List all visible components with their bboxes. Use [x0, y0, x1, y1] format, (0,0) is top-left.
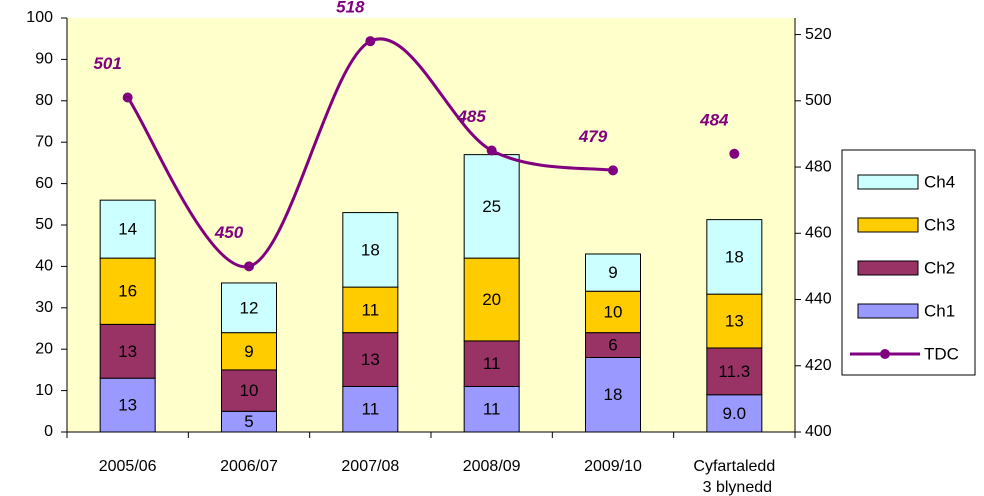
data-label: 10	[604, 302, 623, 321]
y-tick-label: 40	[35, 258, 53, 275]
data-label: 501	[93, 54, 121, 73]
bar-segment	[463, 385, 520, 433]
legend-swatch	[857, 174, 919, 190]
x-tick-label: 2008/09	[463, 458, 521, 475]
bar-segment	[99, 257, 156, 325]
bar-segment	[585, 290, 641, 334]
data-label: 13	[118, 342, 137, 361]
bar-segment	[706, 219, 763, 295]
y-tick-label: 0	[44, 423, 53, 440]
data-label: 16	[118, 282, 137, 301]
data-label: 13	[118, 396, 137, 415]
data-label: 5	[244, 412, 253, 431]
data-label: 6	[608, 336, 617, 355]
y2-tick-label: 500	[805, 92, 832, 109]
data-label: 479	[578, 127, 608, 146]
data-label: 484	[699, 110, 729, 129]
bar-segment	[706, 347, 763, 396]
bar-segment	[706, 293, 763, 349]
data-label: 18	[361, 240, 380, 259]
y-tick-label: 100	[26, 9, 53, 26]
bar-segment	[221, 369, 277, 412]
line-marker	[729, 148, 740, 159]
x-tick-label-line: 3 blynedd	[703, 479, 772, 496]
line-marker	[486, 145, 497, 156]
bar-segment	[463, 257, 520, 342]
legend-label: Ch3	[924, 215, 955, 234]
data-label: 11.3	[718, 362, 750, 381]
y-tick-label: 90	[35, 51, 53, 68]
y-tick-label: 50	[35, 216, 53, 233]
data-label: 518	[336, 0, 365, 17]
data-label: 11	[362, 400, 380, 419]
data-label: 9	[608, 263, 617, 282]
data-label: 13	[725, 312, 744, 331]
bar-segment	[585, 356, 641, 433]
bar-segment	[585, 253, 641, 292]
data-label: 9.0	[723, 404, 747, 423]
bar-segment	[342, 286, 399, 334]
data-label: 25	[482, 197, 501, 216]
y2-tick-label: 460	[805, 224, 832, 241]
y-tick-label: 80	[35, 92, 53, 109]
x-tick-label: 2006/07	[220, 458, 278, 475]
x-tick-label: 2007/08	[341, 458, 399, 475]
legend-label: Ch1	[924, 301, 955, 320]
x-tick-label: 2009/10	[584, 458, 642, 475]
data-label: 13	[361, 350, 380, 369]
bar-segment	[585, 332, 641, 358]
legend-swatch	[857, 303, 919, 319]
bar-segment	[221, 282, 277, 334]
line-marker	[608, 165, 618, 176]
legend-swatch	[857, 260, 919, 276]
line	[126, 37, 614, 268]
y-tick-label: 60	[35, 175, 53, 192]
x-tick-label: Cyfartaledd 3 blynedd	[693, 458, 775, 496]
y-tick-label: 10	[35, 382, 53, 399]
data-label: 450	[214, 223, 244, 242]
bar-segment	[99, 377, 156, 433]
x-tick-label-line: Cyfartaledd	[693, 458, 775, 475]
bar-segment	[99, 323, 156, 379]
data-label: 11	[483, 354, 501, 373]
y-tick-label: 20	[35, 340, 53, 357]
y2-tick-label: 440	[805, 291, 832, 308]
legend-marker	[880, 349, 890, 359]
bar-segment	[342, 212, 399, 288]
data-label: 485	[456, 107, 486, 126]
y2-tick-label: 400	[805, 423, 832, 440]
line-marker	[365, 36, 376, 47]
y-tick-label: 30	[35, 299, 53, 316]
y-tick-label: 70	[35, 133, 53, 150]
bar-segment	[463, 340, 520, 387]
data-label: 11	[362, 300, 380, 319]
legend-label: TDC	[924, 344, 959, 363]
legend-label: Ch4	[924, 172, 955, 191]
line-marker	[122, 92, 133, 103]
legend-swatch	[857, 217, 919, 233]
line-marker	[244, 261, 254, 272]
data-label: 9	[244, 342, 253, 361]
x-tick-label: 2005/06	[99, 458, 157, 475]
data-label: 20	[482, 290, 501, 309]
bar-segment	[99, 199, 156, 259]
data-label: 12	[240, 298, 259, 317]
data-label: 10	[240, 381, 259, 400]
y2-tick-label: 520	[805, 26, 832, 43]
plot-area	[67, 18, 795, 432]
y2-tick-label: 420	[805, 357, 832, 374]
data-label: 18	[604, 385, 623, 404]
legend-label: Ch2	[924, 258, 955, 277]
data-label: 14	[118, 220, 137, 239]
data-label: 18	[725, 247, 744, 266]
data-label: 11	[483, 400, 501, 419]
bar-segment	[221, 332, 277, 371]
bar-segment	[706, 394, 763, 433]
y2-tick-label: 480	[805, 158, 832, 175]
